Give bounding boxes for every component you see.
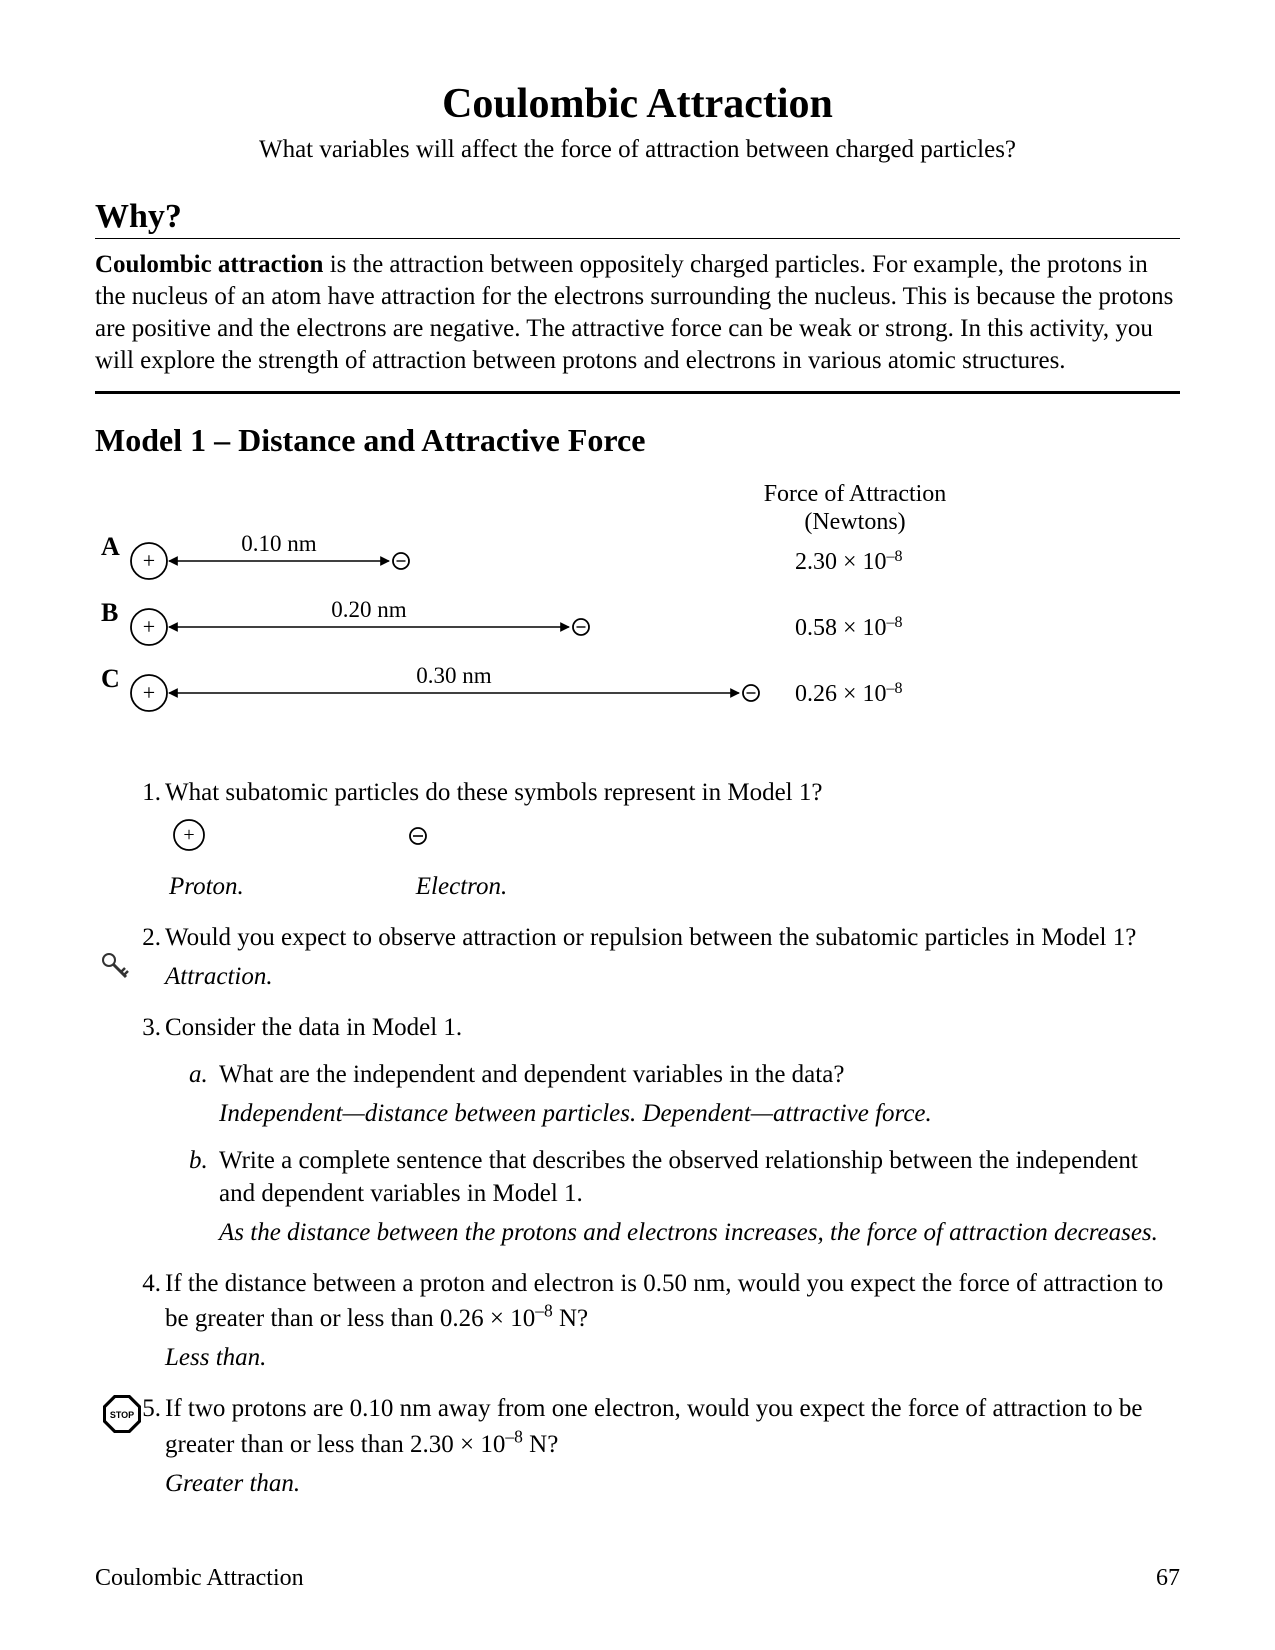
svg-text:0.58 × 10–8: 0.58 × 10–8: [795, 614, 903, 641]
page-subtitle: What variables will affect the force of …: [95, 136, 1180, 164]
q4-text: If the distance between a proton and ele…: [165, 1270, 1163, 1332]
page-footer: Coulombic Attraction 67: [95, 1565, 1180, 1592]
q1-proton-answer: Proton.: [169, 870, 244, 903]
svg-text:0.20 nm: 0.20 nm: [331, 597, 407, 622]
question-4: 4. If the distance between a proton and …: [141, 1267, 1180, 1374]
question-2: 2. Would you expect to observe attractio…: [141, 921, 1180, 993]
q3a-text: What are the independent and dependent v…: [219, 1061, 844, 1088]
svg-text:B: B: [101, 598, 118, 627]
q1-text: What subatomic particles do these symbol…: [165, 779, 822, 806]
q2-number: 2.: [133, 921, 161, 954]
page-title: Coulombic Attraction: [95, 80, 1180, 128]
svg-text:+: +: [143, 680, 155, 705]
q3b-text: Write a complete sentence that describes…: [219, 1147, 1138, 1207]
svg-text:+: +: [143, 548, 155, 573]
q3b-answer: As the distance between the protons and …: [219, 1216, 1180, 1249]
q3-text: Consider the data in Model 1.: [165, 1014, 462, 1041]
q2-text: Would you expect to observe attraction o…: [165, 924, 1136, 951]
svg-text:0.26 × 10–8: 0.26 × 10–8: [795, 680, 903, 707]
footer-left: Coulombic Attraction: [95, 1565, 304, 1592]
q1-electron-answer: Electron.: [416, 870, 507, 903]
svg-text:0.30 nm: 0.30 nm: [416, 663, 492, 688]
svg-text:A: A: [101, 532, 120, 561]
model1-heading: Model 1 – Distance and Attractive Force: [95, 422, 1180, 459]
why-body: Coulombic attraction is the attraction b…: [95, 249, 1180, 394]
q3a-letter: a.: [189, 1058, 208, 1091]
svg-text:C: C: [101, 664, 120, 693]
question-5: 5. If two protons are 0.10 nm away from …: [141, 1392, 1180, 1499]
svg-text:Force of Attraction: Force of Attraction: [764, 481, 947, 507]
svg-text:0.10 nm: 0.10 nm: [241, 531, 317, 556]
question-3: 3. Consider the data in Model 1. a. What…: [141, 1011, 1180, 1249]
proton-symbol-icon: +: [171, 817, 207, 862]
key-icon: [98, 950, 132, 984]
svg-text:+: +: [143, 614, 155, 639]
footer-right: 67: [1156, 1565, 1180, 1592]
question-1: 1. What subatomic particles do these sym…: [141, 776, 1180, 903]
q3a-answer: Independent—distance between particles. …: [219, 1097, 1180, 1130]
svg-text:+: +: [183, 824, 194, 846]
q4-number: 4.: [133, 1267, 161, 1300]
page: Coulombic Attraction What variables will…: [0, 0, 1275, 1650]
question-3a: a. What are the independent and dependen…: [195, 1058, 1180, 1130]
svg-text:2.30 × 10–8: 2.30 × 10–8: [795, 548, 903, 575]
q5-text: If two protons are 0.10 nm away from one…: [165, 1395, 1142, 1457]
question-3b: b. Write a complete sentence that descri…: [195, 1144, 1180, 1249]
q3b-letter: b.: [189, 1144, 208, 1177]
svg-text:(Newtons): (Newtons): [804, 509, 905, 535]
q3-number: 3.: [133, 1011, 161, 1044]
stop-icon: STOP: [100, 1392, 144, 1436]
electron-symbol-icon: [407, 823, 429, 856]
q1-number: 1.: [133, 776, 161, 809]
svg-text:STOP: STOP: [110, 1410, 134, 1420]
q5-answer: Greater than.: [165, 1467, 1180, 1500]
why-heading: Why?: [95, 198, 1180, 239]
q4-answer: Less than.: [165, 1341, 1180, 1374]
q2-answer: Attraction.: [165, 960, 1180, 993]
model1-diagram: Force of Attraction(Newtons) A +0.10 nm 2.3…: [95, 477, 1175, 737]
